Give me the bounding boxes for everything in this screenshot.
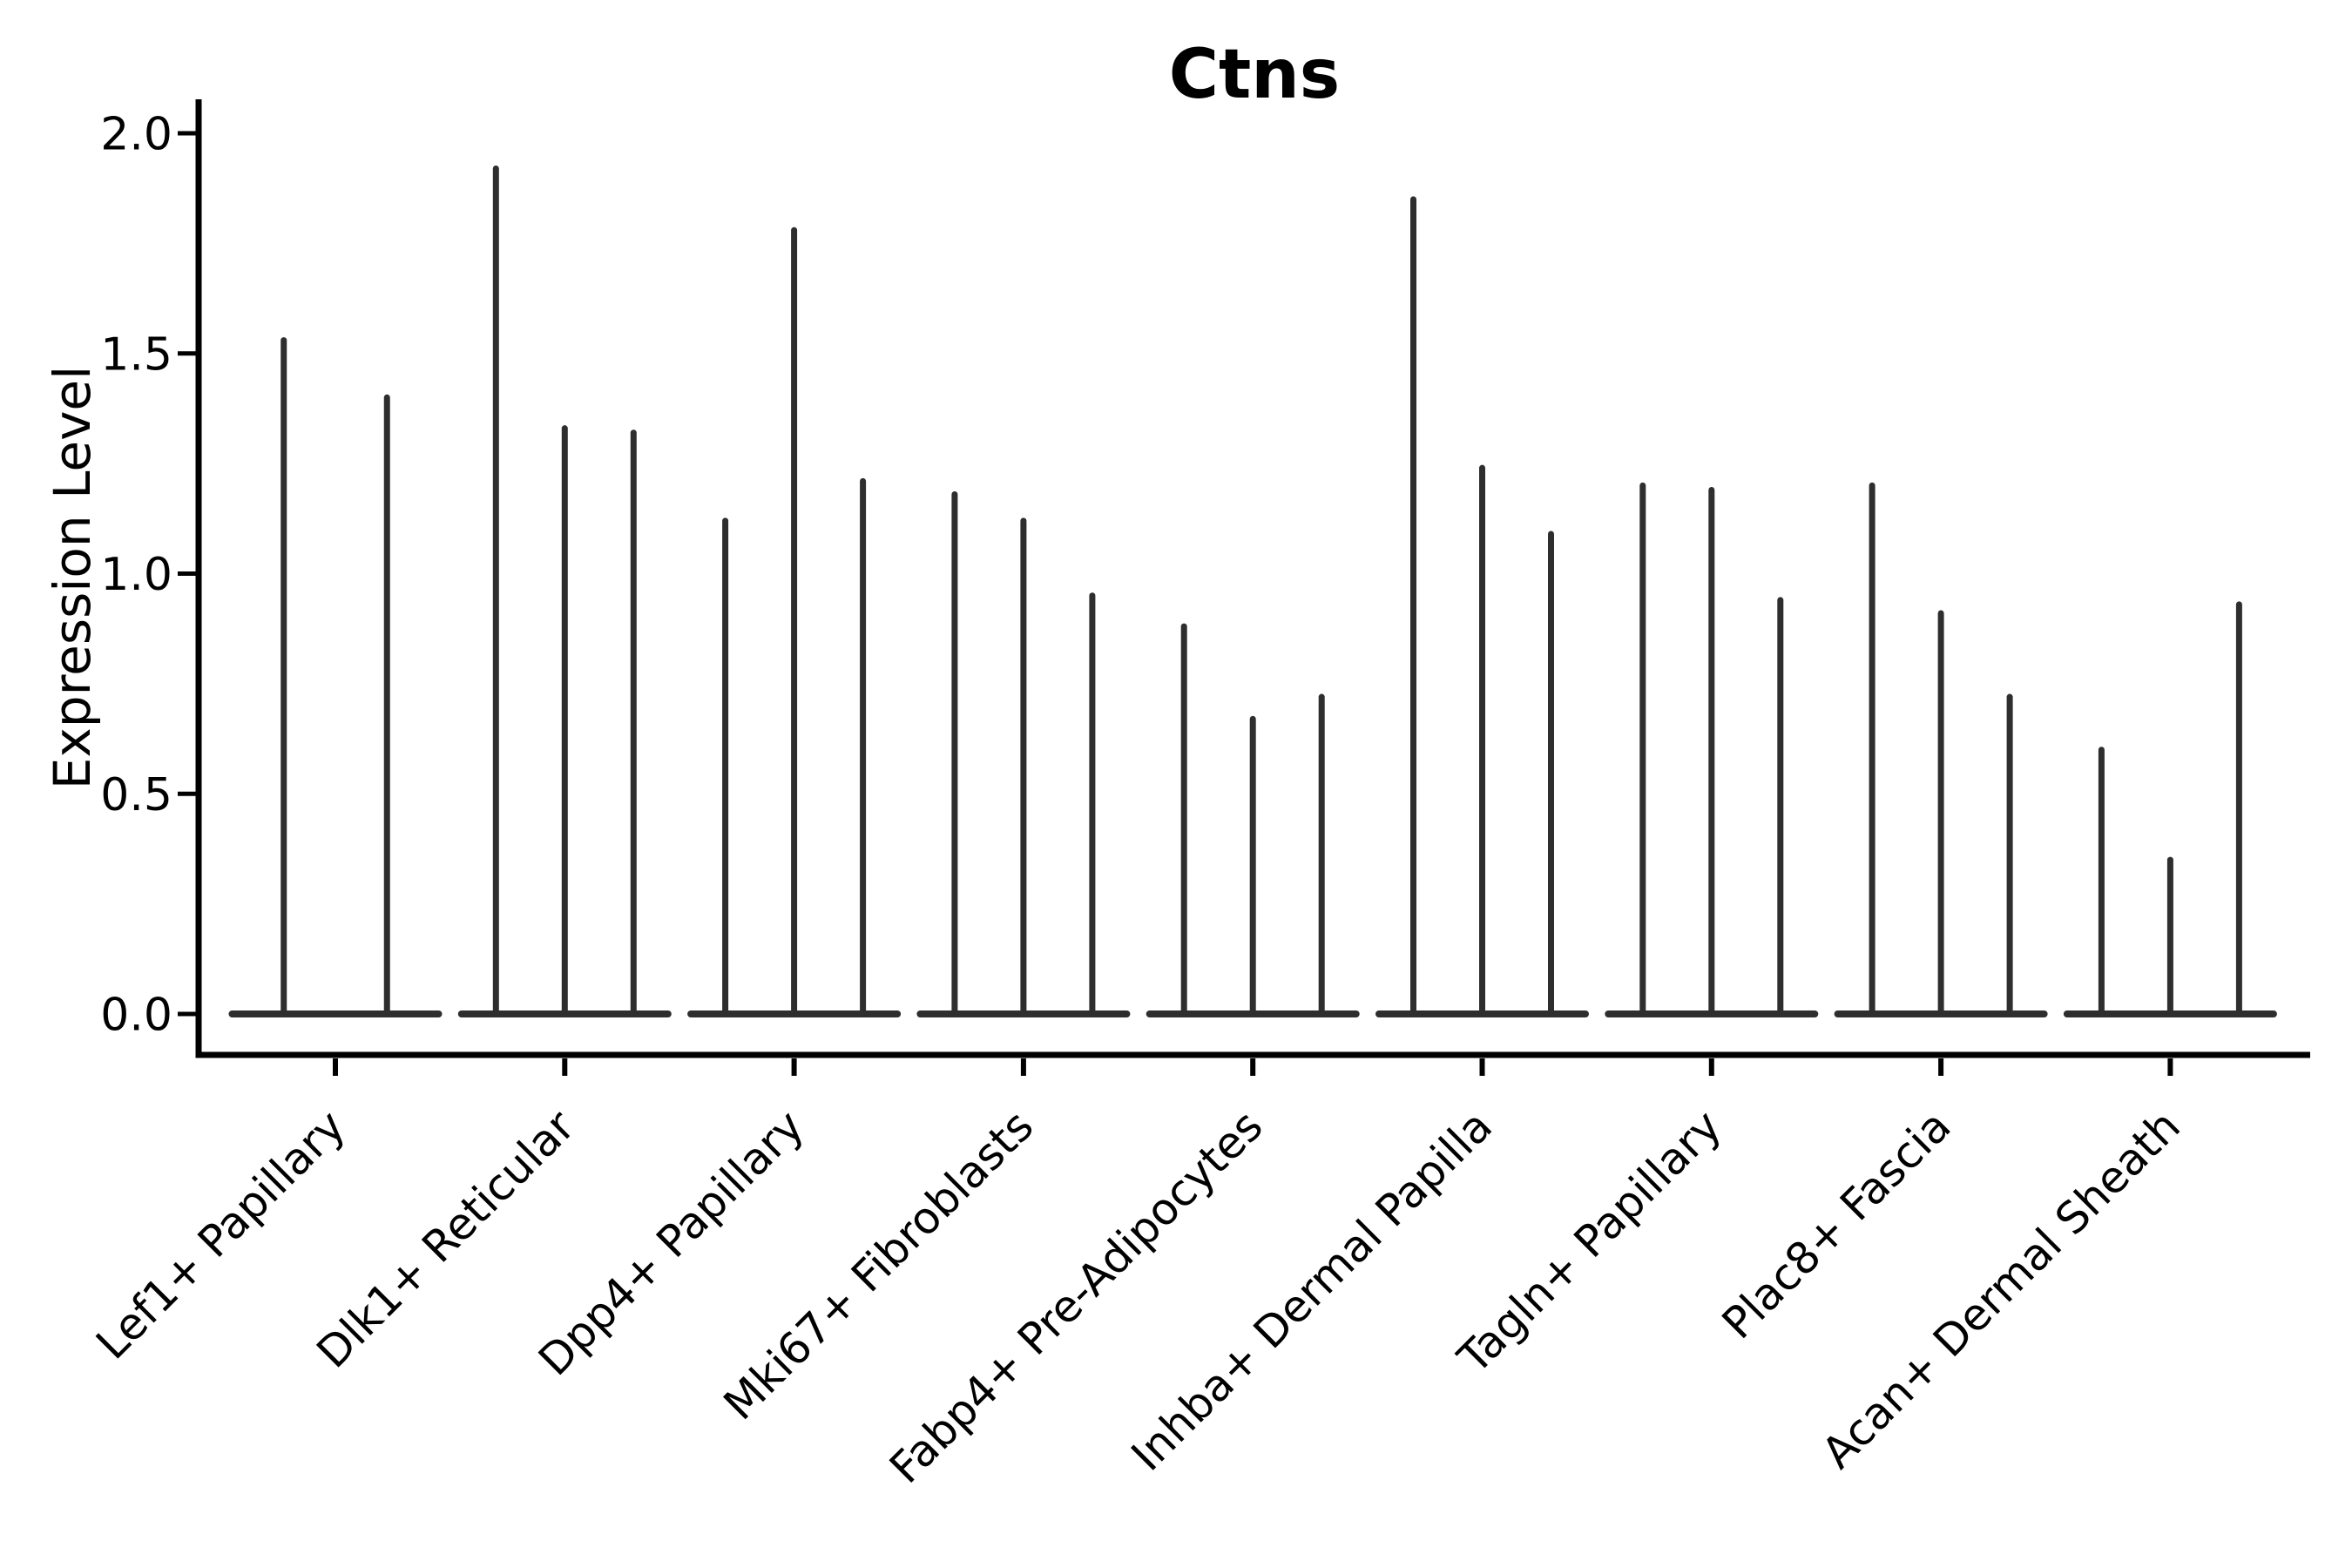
violins: [228, 165, 2277, 1017]
y-axis-ticks: 0.0 0.5 1.0 1.5 2.0: [100, 109, 196, 1042]
chart-title: Ctns: [1169, 36, 1341, 114]
y-tick-label: 1.5: [100, 328, 172, 381]
x-tick-label: Plac8+ Fascia: [1713, 1100, 1961, 1348]
x-tick-label: Lef1+ Papillary: [86, 1100, 355, 1369]
violin-group: [687, 226, 902, 1017]
violin-group: [228, 337, 443, 1017]
violin-group: [916, 491, 1131, 1017]
violin-group: [1605, 482, 1819, 1017]
violin-group: [1146, 623, 1360, 1017]
violin-group: [1375, 196, 1589, 1017]
x-tick-label: Fabp4+ Pre-Adipocytes: [880, 1100, 1273, 1493]
y-tick-label: 0.5: [100, 769, 172, 821]
violin-group: [2063, 601, 2277, 1017]
violin-group: [457, 165, 672, 1017]
violin-group: [1834, 482, 2048, 1017]
y-tick-label: 0.0: [100, 990, 172, 1042]
y-tick-label: 1.0: [100, 549, 172, 601]
y-tick-label: 2.0: [100, 109, 172, 161]
y-axis-label: Expression Level: [43, 366, 102, 789]
